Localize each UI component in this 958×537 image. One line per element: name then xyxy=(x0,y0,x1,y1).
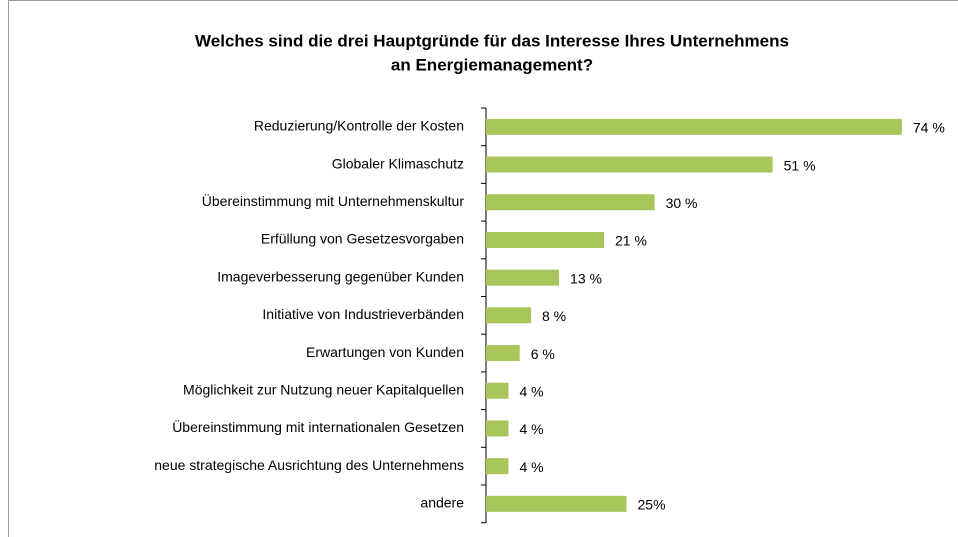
y-tick-label: Globaler Klimaschutz xyxy=(332,155,464,171)
y-tick-label: Übereinstimmung mit Unternehmenskultur xyxy=(202,192,465,209)
data-label: 21 % xyxy=(615,233,647,249)
chart-title: an Energiemanagement? xyxy=(391,55,593,74)
data-label: 6 % xyxy=(531,346,555,362)
data-label: 51 % xyxy=(784,157,816,173)
data-label: 13 % xyxy=(570,270,602,286)
data-label: 30 % xyxy=(666,195,698,211)
y-tick-label: Reduzierung/Kontrolle der Kosten xyxy=(254,118,464,134)
y-tick-label: Übereinstimmung mit internationalen Gese… xyxy=(172,418,464,435)
y-tick-label: Initiative von Industrieverbänden xyxy=(262,306,464,322)
y-tick-label: Erfüllung von Gesetzesvorgaben xyxy=(261,231,464,247)
bar xyxy=(486,156,773,173)
frame xyxy=(8,0,958,537)
y-tick-label: neue strategische Ausrichtung des Untern… xyxy=(154,457,464,473)
bar xyxy=(486,118,902,135)
y-tick-label: Imageverbesserung gegenüber Kunden xyxy=(217,268,464,284)
data-label: 8 % xyxy=(542,308,566,324)
y-tick-label: andere xyxy=(420,495,464,511)
bar xyxy=(486,231,605,248)
bar xyxy=(486,495,627,512)
chart-title: Welches sind die drei Hauptgründe für da… xyxy=(195,31,789,50)
bar xyxy=(486,307,531,324)
data-label: 4 % xyxy=(519,421,543,437)
bar xyxy=(486,269,560,286)
bar xyxy=(486,420,509,437)
data-label: 4 % xyxy=(519,459,543,475)
bar xyxy=(486,382,509,399)
data-label: 74 % xyxy=(913,120,945,136)
y-tick-label: Möglichkeit zur Nutzung neuer Kapitalque… xyxy=(183,381,464,397)
bar xyxy=(486,458,509,475)
bar xyxy=(486,345,520,362)
data-label: 25% xyxy=(638,497,666,513)
data-label: 4 % xyxy=(519,383,543,399)
y-tick-label: Erwartungen von Kunden xyxy=(306,344,464,360)
bar xyxy=(486,194,655,211)
